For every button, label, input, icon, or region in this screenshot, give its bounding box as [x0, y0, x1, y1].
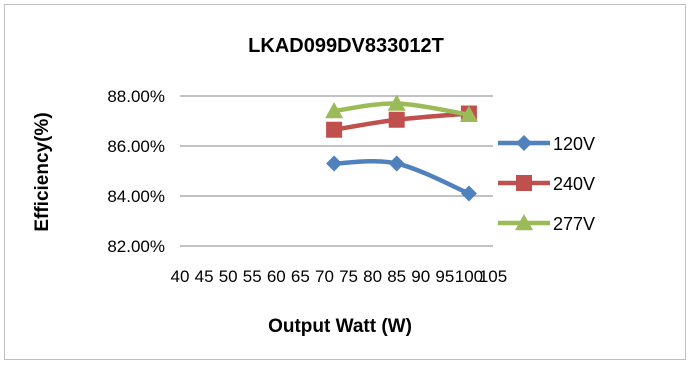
x-tick-label: 75	[339, 267, 358, 286]
x-tick-label: 105	[479, 267, 507, 286]
chart-title: LKAD099DV833012T	[248, 35, 444, 57]
legend-marker-240V	[516, 175, 532, 191]
x-tick-label: 45	[195, 267, 214, 286]
x-tick-label: 55	[243, 267, 262, 286]
x-tick-label: 65	[291, 267, 310, 286]
x-tick-label: 85	[387, 267, 406, 286]
y-tick-label: 82.00%	[107, 237, 165, 256]
data-point-240V	[326, 122, 342, 138]
x-tick-label: 70	[315, 267, 334, 286]
data-point-240V	[389, 112, 405, 128]
data-point-120V	[326, 156, 342, 172]
x-tick-label: 95	[435, 267, 454, 286]
y-tick-label: 88.00%	[107, 87, 165, 106]
legend-label-120V: 120V	[553, 134, 595, 154]
y-axis-title: Efficiency(%)	[32, 112, 53, 231]
x-tick-label: 90	[411, 267, 430, 286]
x-tick-label: 60	[267, 267, 286, 286]
legend-label-240V: 240V	[553, 174, 595, 194]
x-tick-label: 50	[219, 267, 238, 286]
x-tick-label: 80	[363, 267, 382, 286]
y-tick-label: 84.00%	[107, 187, 165, 206]
x-axis-title: Output Watt (W)	[268, 316, 412, 337]
legend-label-277V: 277V	[553, 214, 595, 234]
legend-marker-120V	[516, 135, 532, 151]
data-point-120V	[389, 156, 405, 172]
x-tick-label: 40	[171, 267, 190, 286]
data-point-120V	[461, 186, 477, 202]
y-tick-label: 86.00%	[107, 137, 165, 156]
